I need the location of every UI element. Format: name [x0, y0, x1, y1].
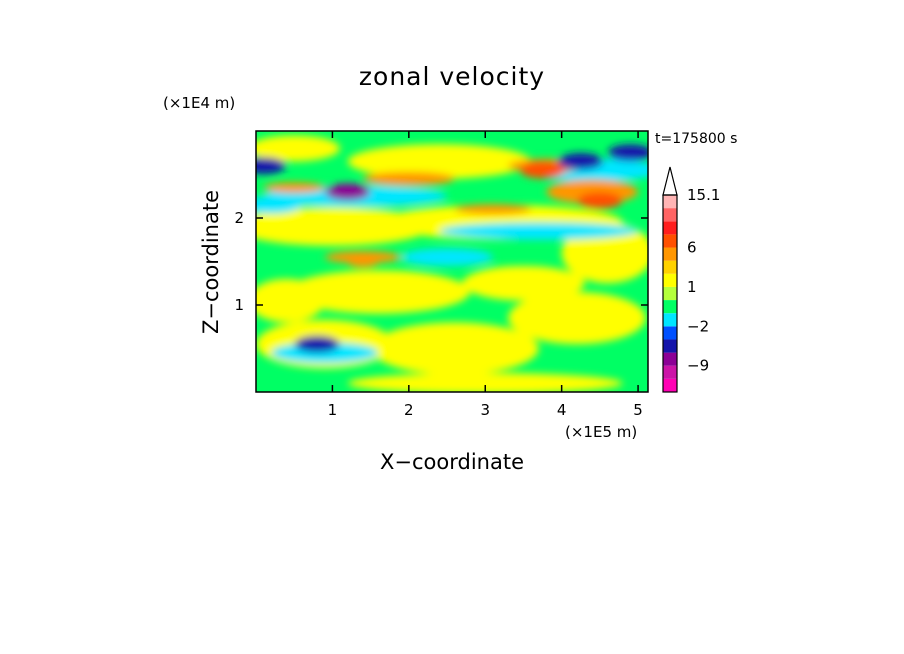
colorbar-swatch: [663, 286, 677, 301]
colorbar-swatch: [663, 247, 677, 261]
x-unit-label: (×1E5 m): [565, 423, 637, 441]
field-feature: [325, 183, 371, 201]
y-tick-label: 1: [234, 296, 244, 314]
field-feature: [294, 335, 340, 353]
colorbar-swatch: [663, 195, 677, 209]
field-patch: [508, 291, 646, 345]
field-patch: [263, 182, 325, 193]
field-feature: [346, 255, 379, 268]
colorbar-swatch: [663, 378, 677, 392]
field-feature: [520, 161, 565, 179]
colorbar-swatch: [663, 273, 677, 287]
x-tick-label: 3: [480, 401, 490, 419]
colorbar-label: −2: [687, 317, 709, 335]
colorbar-label: 1: [687, 278, 697, 296]
field-patch: [347, 372, 623, 392]
field-patch: [347, 144, 532, 179]
y-axis-title: Z−coordinate: [199, 190, 223, 334]
colorbar-label: 6: [687, 239, 697, 257]
colorbar-label: 15.1: [687, 186, 720, 204]
field-patch: [286, 270, 470, 314]
colorbar-swatch: [663, 339, 677, 353]
time-label: t=175800 s: [655, 131, 737, 147]
colorbar-swatch: [663, 234, 677, 248]
field-feature: [577, 192, 623, 210]
field-patch: [401, 248, 493, 266]
field-patch: [462, 265, 585, 301]
plot-frame: [255, 130, 649, 393]
x-tick-label: 5: [633, 401, 643, 419]
colorbar-swatch: [663, 326, 677, 340]
field-patch: [439, 222, 639, 240]
colorbar-swatch: [663, 208, 677, 222]
field-feature: [558, 153, 604, 170]
colorbar-swatch: [663, 352, 677, 366]
field-patch: [256, 278, 325, 323]
field-feature: [256, 157, 287, 175]
colorbar-swatch: [663, 365, 677, 379]
field-patch: [362, 171, 455, 186]
x-axis-title: X−coordinate: [380, 450, 524, 474]
x-tick-label: 4: [557, 401, 567, 419]
heatmap-field: [256, 131, 648, 392]
colorbar-swatch: [663, 300, 677, 314]
chart-title: zonal velocity: [359, 62, 545, 91]
y-tick-label: 2: [234, 209, 244, 227]
x-tick-label: 1: [328, 401, 338, 419]
field-feature: [608, 144, 648, 162]
field-patch: [370, 322, 539, 375]
colorbar: 15.1 6 1 −2 −9: [662, 166, 720, 393]
y-unit-label: (×1E4 m): [163, 94, 235, 112]
colorbar-frame: [662, 194, 678, 393]
colorbar-swatch: [663, 260, 677, 274]
x-axis-ticks: 1 2 3 4 5: [328, 131, 643, 419]
colorbar-label: −9: [687, 357, 709, 375]
colorbar-over-arrow: [662, 166, 678, 196]
colorbar-swatch: [663, 313, 677, 327]
field-patch: [256, 196, 302, 214]
field-patch: [454, 204, 532, 215]
field-patch: [256, 135, 341, 162]
y-axis-ticks: 12: [234, 209, 648, 314]
colorbar-swatch: [663, 221, 677, 235]
x-tick-label: 2: [404, 401, 414, 419]
